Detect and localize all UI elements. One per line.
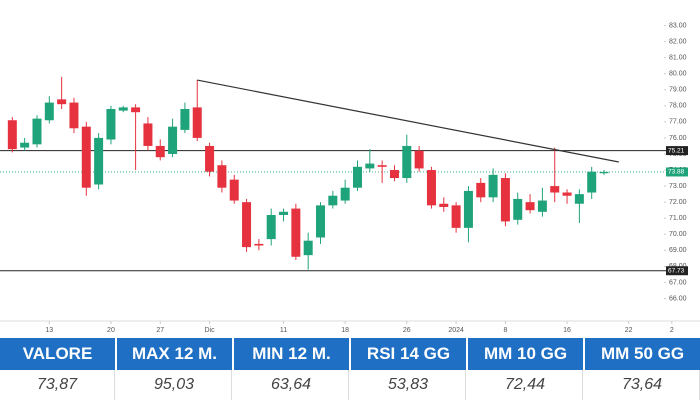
x-tick-label: 16 <box>563 327 571 334</box>
x-tick-label: 13 <box>45 327 53 334</box>
candle-body <box>291 208 301 257</box>
candle-body <box>217 165 227 188</box>
stats-table: VALORE MAX 12 M. MIN 12 M. RSI 14 GG MM 10 G… <box>0 338 700 400</box>
table-value: 63,64 <box>234 370 349 400</box>
candle-body <box>229 179 239 201</box>
x-tick-label: 8 <box>503 327 507 334</box>
candle-body <box>365 163 375 169</box>
x-tick-label: 26 <box>403 327 411 334</box>
candle-body <box>192 107 202 138</box>
candle-body <box>389 170 399 179</box>
candle-body <box>20 142 30 148</box>
y-tick-label: 67.00 <box>669 279 687 286</box>
candle-body <box>476 182 486 198</box>
y-tick-label: 72.00 <box>669 199 687 206</box>
table-value: 95,03 <box>117 370 232 400</box>
candle-body <box>599 171 609 174</box>
candle-body <box>69 102 79 129</box>
candle-body <box>316 205 326 238</box>
y-tick-label: 78.00 <box>669 103 687 110</box>
level-tag <box>666 146 688 156</box>
y-tick-label: 83.00 <box>669 22 687 29</box>
y-tick-label: 79.00 <box>669 87 687 94</box>
x-tick-label: 27 <box>156 327 164 334</box>
candle-body <box>574 194 584 204</box>
x-tick-label: 2 <box>670 327 674 334</box>
candle-body <box>463 190 473 228</box>
x-tick-label: Dic <box>205 327 216 334</box>
y-tick-label: 77.00 <box>669 119 687 126</box>
table-value: 73,64 <box>585 370 700 400</box>
candle-body <box>340 187 350 201</box>
candle-body <box>537 200 547 212</box>
y-tick-label: 66.00 <box>669 295 687 302</box>
candle-body <box>7 120 17 150</box>
candle-body <box>254 243 264 246</box>
candle-body <box>44 102 54 121</box>
candle-body <box>451 205 461 228</box>
candle-body <box>143 123 153 146</box>
candle-body <box>352 166 362 188</box>
y-tick-label: 81.00 <box>669 54 687 61</box>
table-value: 53,83 <box>351 370 466 400</box>
candle-body <box>205 145 215 172</box>
y-tick-label: 69.00 <box>669 247 687 254</box>
y-tick-label: 80.00 <box>669 71 687 78</box>
candle-body <box>279 211 289 216</box>
candle-body <box>525 202 535 211</box>
table-header: RSI 14 GG <box>351 338 466 370</box>
level-label: 75.21 <box>668 147 685 154</box>
y-tick-label: 71.00 <box>669 215 687 222</box>
table-header: VALORE <box>0 338 115 370</box>
candle-body <box>168 126 178 154</box>
candle-body <box>106 108 116 140</box>
candle-body <box>587 171 597 193</box>
chart: 66.0067.0068.0069.0070.0071.0072.0073.00… <box>0 22 700 334</box>
table-header: MM 50 GG <box>585 338 700 370</box>
candle-body <box>180 108 190 130</box>
candle-body <box>328 195 338 206</box>
candle-body <box>414 150 424 169</box>
candle-body <box>500 178 510 222</box>
y-tick-label: 73.00 <box>669 183 687 190</box>
x-tick-label: 22 <box>625 327 633 334</box>
candle-body <box>266 215 276 240</box>
candle-body <box>94 137 104 185</box>
table-value: 73,87 <box>0 370 115 400</box>
candle-body <box>303 240 313 256</box>
candle-body <box>57 99 67 105</box>
table-header: MIN 12 M. <box>234 338 349 370</box>
price-tag-label: 73.88 <box>668 169 685 176</box>
x-tick-label: 2024 <box>448 327 464 334</box>
trendline <box>197 79 619 163</box>
candle-body <box>439 203 449 207</box>
y-tick-label: 76.00 <box>669 135 687 142</box>
candle-body <box>242 202 252 248</box>
candle-body <box>118 107 128 111</box>
candle-body <box>550 186 560 193</box>
candle-body <box>513 198 523 220</box>
candle-body <box>562 192 572 196</box>
candle-body <box>81 126 91 188</box>
candle-body <box>131 107 141 113</box>
level-label: 67.73 <box>668 267 685 274</box>
x-tick-label: 11 <box>280 327 287 334</box>
candle-body <box>32 118 42 145</box>
candle-body <box>426 170 436 206</box>
table-header: MAX 12 M. <box>117 338 232 370</box>
y-tick-label: 82.00 <box>669 38 687 45</box>
candle-body <box>377 165 387 167</box>
candle-body <box>155 145 165 158</box>
candle-body <box>402 145 412 179</box>
level-tag <box>666 266 688 276</box>
x-tick-label: 20 <box>107 327 115 334</box>
table-header: MM 10 GG <box>468 338 583 370</box>
x-tick-label: 18 <box>341 327 349 334</box>
table-value: 72,44 <box>468 370 583 400</box>
y-tick-label: 70.00 <box>669 231 687 238</box>
price-tag <box>666 167 688 177</box>
candle-body <box>488 174 498 198</box>
